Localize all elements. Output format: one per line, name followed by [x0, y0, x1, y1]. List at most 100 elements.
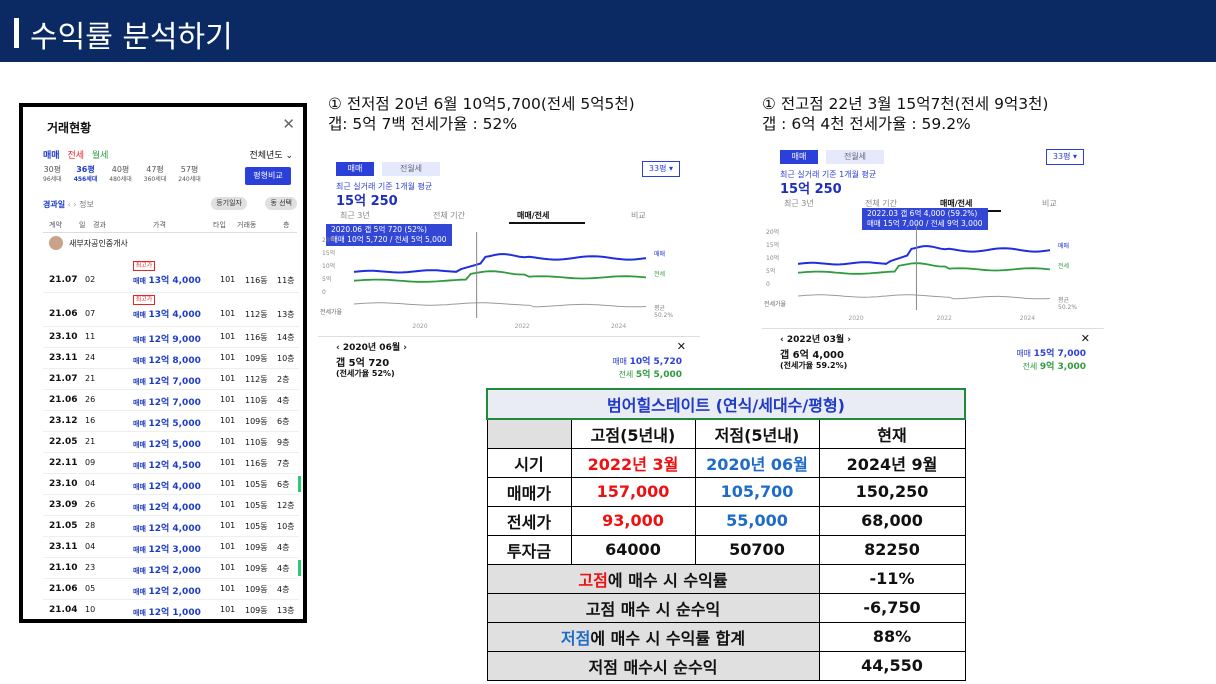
size-option[interactable]: 40평 480세대 — [109, 165, 132, 185]
compare-size-button[interactable]: 평형비교 — [245, 167, 291, 185]
size-label: 57평 — [180, 165, 199, 174]
col-contract[interactable]: 계약 — [49, 221, 62, 229]
cell-value: 2024년 9월 — [818, 447, 966, 478]
table-row[interactable]: 21.06 07 최고가 매매 13억 4,000 101 112동 13층 — [43, 293, 299, 327]
table-row[interactable]: 23.12 16 매매 12억 5,000 101 109동 6층 — [43, 411, 299, 432]
col-type[interactable]: 타입 — [213, 221, 226, 229]
chevron-right-icon[interactable]: › — [844, 335, 851, 345]
col-floor[interactable]: 층 — [283, 221, 290, 229]
row-type: 101 — [220, 437, 236, 446]
high-note-line1: ① 전고점 22년 3월 15억7천(전세 9억3천) — [762, 95, 1049, 113]
row-date: 23.10 — [49, 479, 78, 489]
pyeong-select[interactable]: 33평 ▾ — [641, 161, 680, 177]
tab-recent-3y[interactable]: 최근 3년 — [784, 199, 814, 208]
table-row[interactable]: 23.10 11 매매 12억 9,000 101 116동 14층 — [43, 327, 299, 348]
table-row[interactable]: 23.11 04 매매 12억 3,000 101 109동 4층 — [43, 537, 299, 558]
table-row[interactable]: 21.04 10 매매 12억 1,000 101 109동 13층 — [43, 600, 299, 619]
row-price: 12억 3,000 — [148, 545, 201, 555]
tab-compare[interactable]: 비교 — [1042, 199, 1057, 208]
month-label: 2022년 03월 — [786, 335, 845, 345]
table-row[interactable]: 23.09 26 매매 12억 4,000 101 105동 12층 — [43, 495, 299, 516]
row-type: 101 — [220, 332, 236, 341]
row-type: 101 — [220, 395, 236, 404]
trade-label: 매매 — [133, 504, 146, 512]
table-title-row: 범어힐스테이트 (연식/세대수/평형) — [486, 388, 966, 420]
tab-monthly[interactable]: 월세 — [91, 151, 109, 161]
trade-value-label: 매매 — [612, 357, 628, 366]
year-select[interactable]: 전체년도 ⌄ — [249, 148, 293, 161]
tooltip-line2: 매매 10억 5,720 / 전세 5억 5,000 — [331, 235, 447, 244]
row-price-cell: 매매 12억 7,000 — [133, 374, 201, 387]
arrows-icon[interactable]: ‹ › — [67, 200, 80, 209]
tab-rent[interactable]: 전월세 — [826, 150, 884, 164]
table-row[interactable]: 21.10 23 매매 12억 2,000 101 109동 4층 — [43, 558, 301, 579]
chevron-left-icon[interactable]: ‹ — [336, 343, 343, 353]
svg-text:5억: 5억 — [322, 275, 331, 283]
size-option-selected[interactable]: 36평 456세대 — [74, 165, 98, 185]
table-row[interactable]: 23.11 24 매매 12억 8,000 101 109동 10층 — [43, 348, 299, 369]
tab-trade[interactable]: 매매 — [43, 151, 60, 161]
table-row[interactable]: 21.07 02 최고가 매매 13억 4,000 101 116동 11층 — [43, 259, 299, 293]
close-icon[interactable]: ✕ — [282, 115, 295, 133]
table-title: 범어힐스테이트 (연식/세대수/평형) — [486, 388, 966, 420]
tab-recent-3y[interactable]: 최근 3년 — [340, 211, 370, 220]
col-day[interactable]: 일 — [79, 221, 86, 229]
tooltip-line1: 2022.03 갭 6억 4,000 (59.2%) — [867, 209, 978, 218]
row-type: 101 — [220, 584, 236, 593]
chevron-right-icon[interactable]: › — [400, 343, 407, 353]
dong-select-pill[interactable]: 동 선택 — [265, 197, 297, 210]
tab-rent[interactable]: 전월세 — [382, 162, 440, 176]
registry-date-pill[interactable]: 등기일자 — [211, 197, 247, 210]
divider — [762, 328, 1104, 329]
month-navigator[interactable]: ‹ 2020년 06월 › — [336, 340, 407, 353]
row-price: 12억 7,000 — [148, 398, 201, 408]
close-icon[interactable]: ✕ — [676, 340, 686, 353]
table-row[interactable]: 23.10 04 매매 12억 4,000 101 105동 6층 — [43, 474, 301, 495]
chevron-left-icon[interactable]: ‹ — [780, 335, 787, 345]
size-option[interactable]: 57평 240세대 — [178, 165, 201, 185]
low-point-note: ① 전저점 20년 6월 10억5,700(전세 5억5천) 갭: 5억 7백 … — [328, 94, 635, 134]
transaction-list: 21.07 02 최고가 매매 13억 4,000 101 116동 11층 21.06 07 최… — [43, 259, 301, 623]
row-price: 13억 4,000 — [148, 310, 201, 320]
row-type: 101 — [220, 416, 236, 425]
agent-info: 새부자공인중개사 — [49, 236, 128, 250]
row-price: 13억 4,000 — [148, 276, 201, 286]
pyeong-select[interactable]: 33평 ▾ — [1045, 149, 1084, 165]
size-option[interactable]: 47평 360세대 — [144, 165, 167, 185]
table-row[interactable]: 21.07 21 매매 12억 7,000 101 112동 2층 — [43, 369, 299, 390]
table-row[interactable]: 22.05 21 매매 12억 5,000 101 110동 9층 — [43, 432, 299, 453]
jeonse-value-amount: 5억 5,000 — [635, 370, 682, 380]
row-type: 101 — [220, 353, 236, 362]
divider — [318, 336, 700, 337]
tab-all-period[interactable]: 전체 기간 — [865, 199, 897, 208]
table-row[interactable]: 21.06 05 매매 12억 2,000 101 109동 4층 — [43, 579, 299, 600]
table-row[interactable]: 21.06 26 매매 12억 7,000 101 110동 4층 — [43, 390, 299, 411]
col-dong[interactable]: 거래동 — [237, 221, 257, 229]
tab-jeonse[interactable]: 전세 — [67, 151, 84, 161]
info-link[interactable]: 정보 — [79, 200, 94, 209]
row-day: 21 — [85, 374, 96, 383]
table-row[interactable]: 22.11 09 매매 12억 4,500 101 116동 7층 — [43, 453, 299, 474]
tab-trade[interactable]: 매매 — [336, 162, 374, 176]
cell-value: 2020년 06월 — [694, 447, 820, 478]
size-option[interactable]: 30평 96세대 — [43, 165, 62, 185]
cell-value: 68,000 — [818, 505, 966, 536]
tab-trade[interactable]: 매매 — [780, 150, 818, 164]
tab-compare[interactable]: 비교 — [631, 211, 646, 220]
row-day: 16 — [85, 416, 96, 425]
tab-trade-jeonse[interactable]: 매매/전세 — [940, 199, 973, 208]
month-navigator[interactable]: ‹ 2022년 03월 › — [780, 332, 851, 345]
close-icon[interactable]: ✕ — [1080, 332, 1090, 345]
low-note-line1: ① 전저점 20년 6월 10억5,700(전세 5억5천) — [328, 95, 635, 113]
tab-all-period[interactable]: 전체 기간 — [433, 211, 465, 220]
table-row[interactable]: 21.05 28 매매 12억 4,000 101 105동 10층 — [43, 516, 299, 537]
col-elapsed[interactable]: 경과 — [93, 221, 106, 229]
elapsed-filter[interactable]: 경과일 — [43, 200, 66, 209]
col-high: 고점(5년내) — [570, 418, 696, 449]
col-price[interactable]: 가격 — [153, 221, 166, 229]
tab-trade-jeonse[interactable]: 매매/전세 — [517, 211, 550, 220]
size-label: 30평 — [43, 165, 62, 174]
table-row[interactable]: 24.0129매매 12억101120동7층 — [43, 621, 299, 623]
